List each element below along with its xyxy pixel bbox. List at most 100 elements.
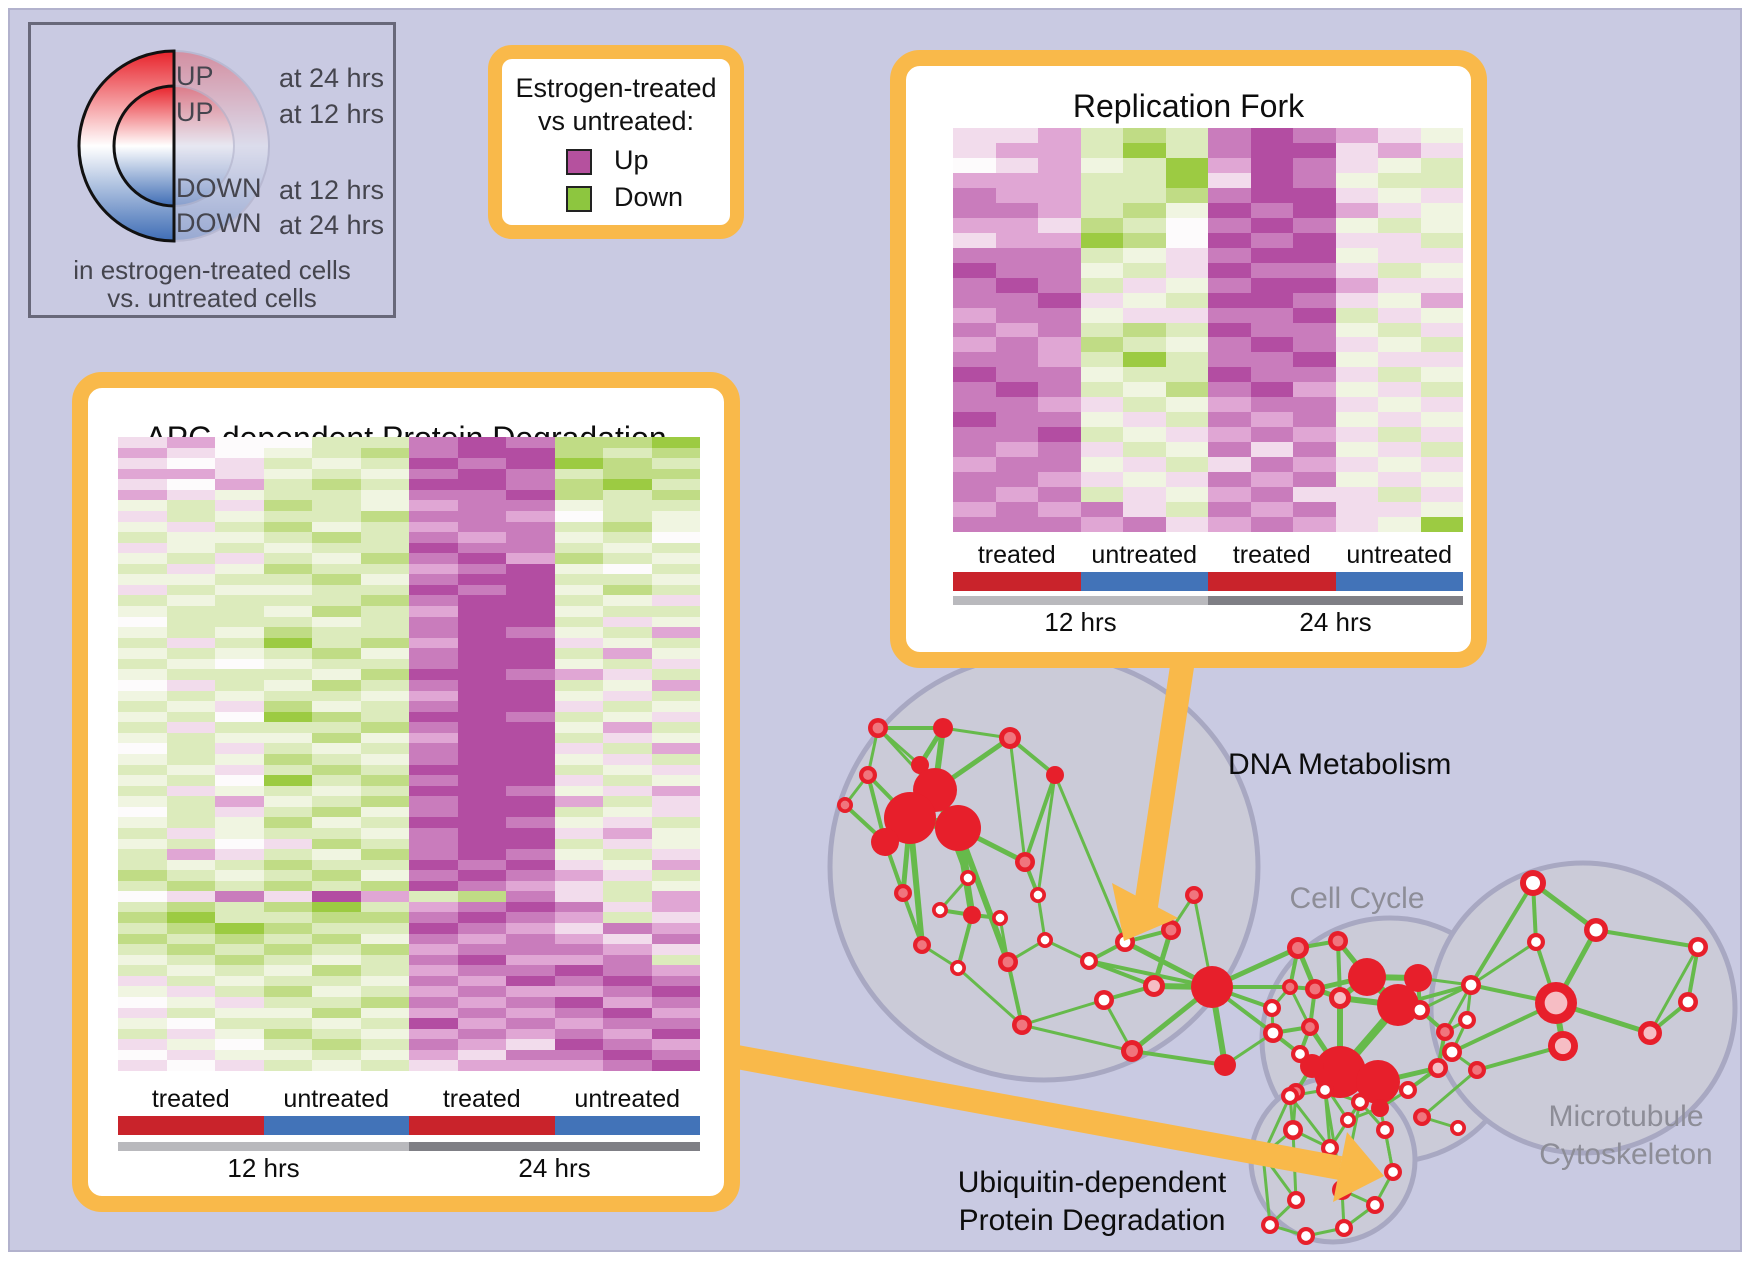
heatmap-cell bbox=[1378, 217, 1421, 233]
heatmap-cell bbox=[554, 753, 603, 765]
heatmap-cell bbox=[166, 690, 215, 702]
heatmap-cell bbox=[409, 859, 458, 871]
heatmap-cell bbox=[651, 606, 700, 617]
network-edge bbox=[1288, 1095, 1332, 1149]
heatmap-cell bbox=[1123, 517, 1166, 532]
legend-up-inner-time: at 12 hrs bbox=[279, 99, 385, 129]
heatmap-cell bbox=[215, 870, 264, 881]
heatmap-cell bbox=[263, 595, 312, 607]
heatmap-cell bbox=[506, 764, 555, 776]
heatmap-cell bbox=[1420, 457, 1463, 473]
replication-fork-to-dna-arrow-head bbox=[1112, 883, 1178, 941]
heatmap-cell bbox=[457, 521, 506, 533]
heatmap-cell bbox=[166, 648, 215, 659]
heatmap-cell bbox=[1123, 142, 1166, 158]
heatmap-cell bbox=[118, 690, 167, 702]
heatmap-cell bbox=[263, 616, 312, 628]
heatmap-cell bbox=[506, 891, 555, 902]
heatmap-cell bbox=[506, 849, 555, 860]
network-node-core bbox=[1525, 875, 1541, 891]
heatmap-cell bbox=[995, 382, 1038, 398]
heatmap-cell bbox=[1165, 337, 1208, 353]
heatmap-cell bbox=[360, 859, 409, 871]
heatmap-cell bbox=[360, 680, 409, 691]
heatmap-cell bbox=[1420, 277, 1463, 293]
heatmap-cell bbox=[554, 986, 603, 998]
heatmap-cell bbox=[457, 796, 506, 807]
network-edge bbox=[901, 892, 924, 946]
heatmap-cell bbox=[651, 447, 700, 459]
heatmap-cell bbox=[409, 437, 458, 448]
network-node-ring bbox=[871, 828, 899, 856]
heatmap-cell bbox=[1335, 322, 1378, 338]
heatmap-cell bbox=[995, 307, 1038, 323]
heatmap-cell bbox=[1420, 367, 1463, 383]
heatmap-cell bbox=[457, 764, 506, 776]
network-node-core bbox=[1589, 923, 1603, 937]
heatmap-cell bbox=[1080, 502, 1123, 518]
heatmap-cell bbox=[360, 690, 409, 702]
heatmap-cell bbox=[166, 859, 215, 871]
heatmap-cell bbox=[118, 901, 167, 913]
heatmap-cell bbox=[360, 468, 409, 480]
heatmap-cell bbox=[1038, 442, 1081, 458]
heatmap-cell bbox=[263, 838, 312, 850]
heatmap-cell bbox=[554, 732, 603, 744]
heatmap-cell bbox=[166, 954, 215, 966]
heatmap-cell bbox=[312, 849, 361, 860]
heatmap-cell bbox=[360, 648, 409, 659]
heatmap-cell bbox=[1038, 427, 1081, 443]
heatmap-cell bbox=[263, 1039, 312, 1050]
heatmap-cell bbox=[603, 997, 652, 1008]
heatmap-cell bbox=[1378, 487, 1421, 503]
heatmap-cell bbox=[1038, 142, 1081, 158]
network-edge bbox=[956, 914, 974, 969]
heatmap-cell bbox=[1293, 397, 1336, 413]
heatmap-cell bbox=[603, 901, 652, 913]
heatmap-cell bbox=[118, 606, 167, 617]
heatmap-cell bbox=[603, 732, 652, 744]
heatmap-cell bbox=[506, 447, 555, 459]
heatmap-cell bbox=[1335, 157, 1378, 173]
heatmap-cell bbox=[554, 1060, 603, 1071]
heatmap-cell bbox=[1038, 307, 1081, 323]
heatmap-cell bbox=[1208, 367, 1251, 383]
heatmap-cell bbox=[1420, 352, 1463, 368]
heatmap-cell bbox=[263, 510, 312, 522]
heatmap-cell bbox=[1420, 157, 1463, 173]
heatmap-cell bbox=[312, 468, 361, 480]
heatmap-cell bbox=[1208, 277, 1251, 293]
heatmap-cell bbox=[1208, 322, 1251, 338]
heatmap-cell bbox=[263, 637, 312, 649]
network-edge bbox=[1261, 1154, 1272, 1226]
heatmap-cell bbox=[1123, 322, 1166, 338]
heatmap-cell bbox=[1250, 128, 1293, 143]
heatmap-cell bbox=[263, 711, 312, 723]
heatmap-cell bbox=[603, 827, 652, 839]
heatmap-cell bbox=[1080, 307, 1123, 323]
heatmap-cell bbox=[1250, 382, 1293, 398]
heatmap-cell bbox=[651, 817, 700, 828]
heatmap-cell bbox=[360, 753, 409, 765]
heatmap-cell bbox=[457, 584, 506, 596]
heatmap-cell bbox=[603, 584, 652, 596]
heatmap-cell bbox=[312, 532, 361, 543]
heatmap-cell bbox=[1335, 187, 1378, 203]
heatmap-cell bbox=[1038, 217, 1081, 233]
heatmap-cell bbox=[312, 447, 361, 459]
heatmap-cell bbox=[215, 711, 264, 723]
heatmap-cell bbox=[409, 806, 458, 818]
heatmap-cell bbox=[651, 701, 700, 712]
heatmap-cell bbox=[360, 838, 409, 850]
network-node-core bbox=[1440, 1027, 1450, 1037]
heatmap-cell bbox=[1378, 427, 1421, 443]
network-node-ring bbox=[1348, 958, 1386, 996]
heatmap-cell bbox=[1293, 427, 1336, 443]
network-node-core bbox=[1403, 1085, 1413, 1095]
heatmap-cell bbox=[1293, 352, 1336, 368]
heatmap-cell bbox=[953, 172, 996, 188]
heatmap-cell bbox=[953, 382, 996, 398]
heatmap-cell bbox=[603, 880, 652, 892]
heatmap-cell bbox=[603, 923, 652, 934]
heatmap-cell bbox=[118, 880, 167, 892]
